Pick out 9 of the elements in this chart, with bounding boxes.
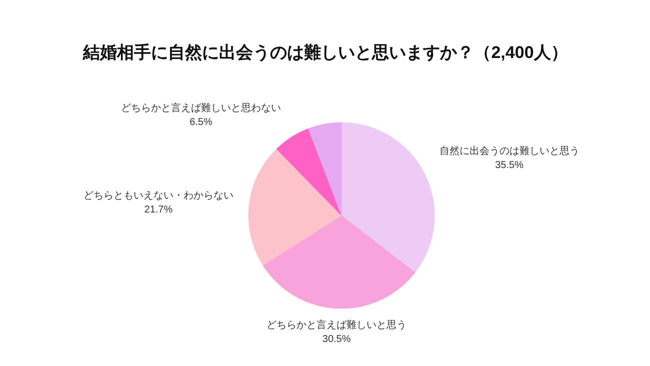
slice-label: どちらともいえない・わからない <box>83 190 234 202</box>
slice-label: 自然に出会うのは難しいと思う <box>439 144 580 157</box>
data-label: 6.5% <box>190 116 212 128</box>
slice-label: どちらかと言えば難しいと思わない <box>120 102 281 114</box>
data-label: 21.7% <box>144 204 173 216</box>
data-label: 30.5% <box>322 334 351 345</box>
chart-title: 結婚相手に自然に出会うのは難しいと思いますか？（2,400人） <box>82 43 568 62</box>
data-label: 35.5% <box>495 160 524 171</box>
slice-label: どちらかと言えば難しいと思う <box>266 318 407 331</box>
